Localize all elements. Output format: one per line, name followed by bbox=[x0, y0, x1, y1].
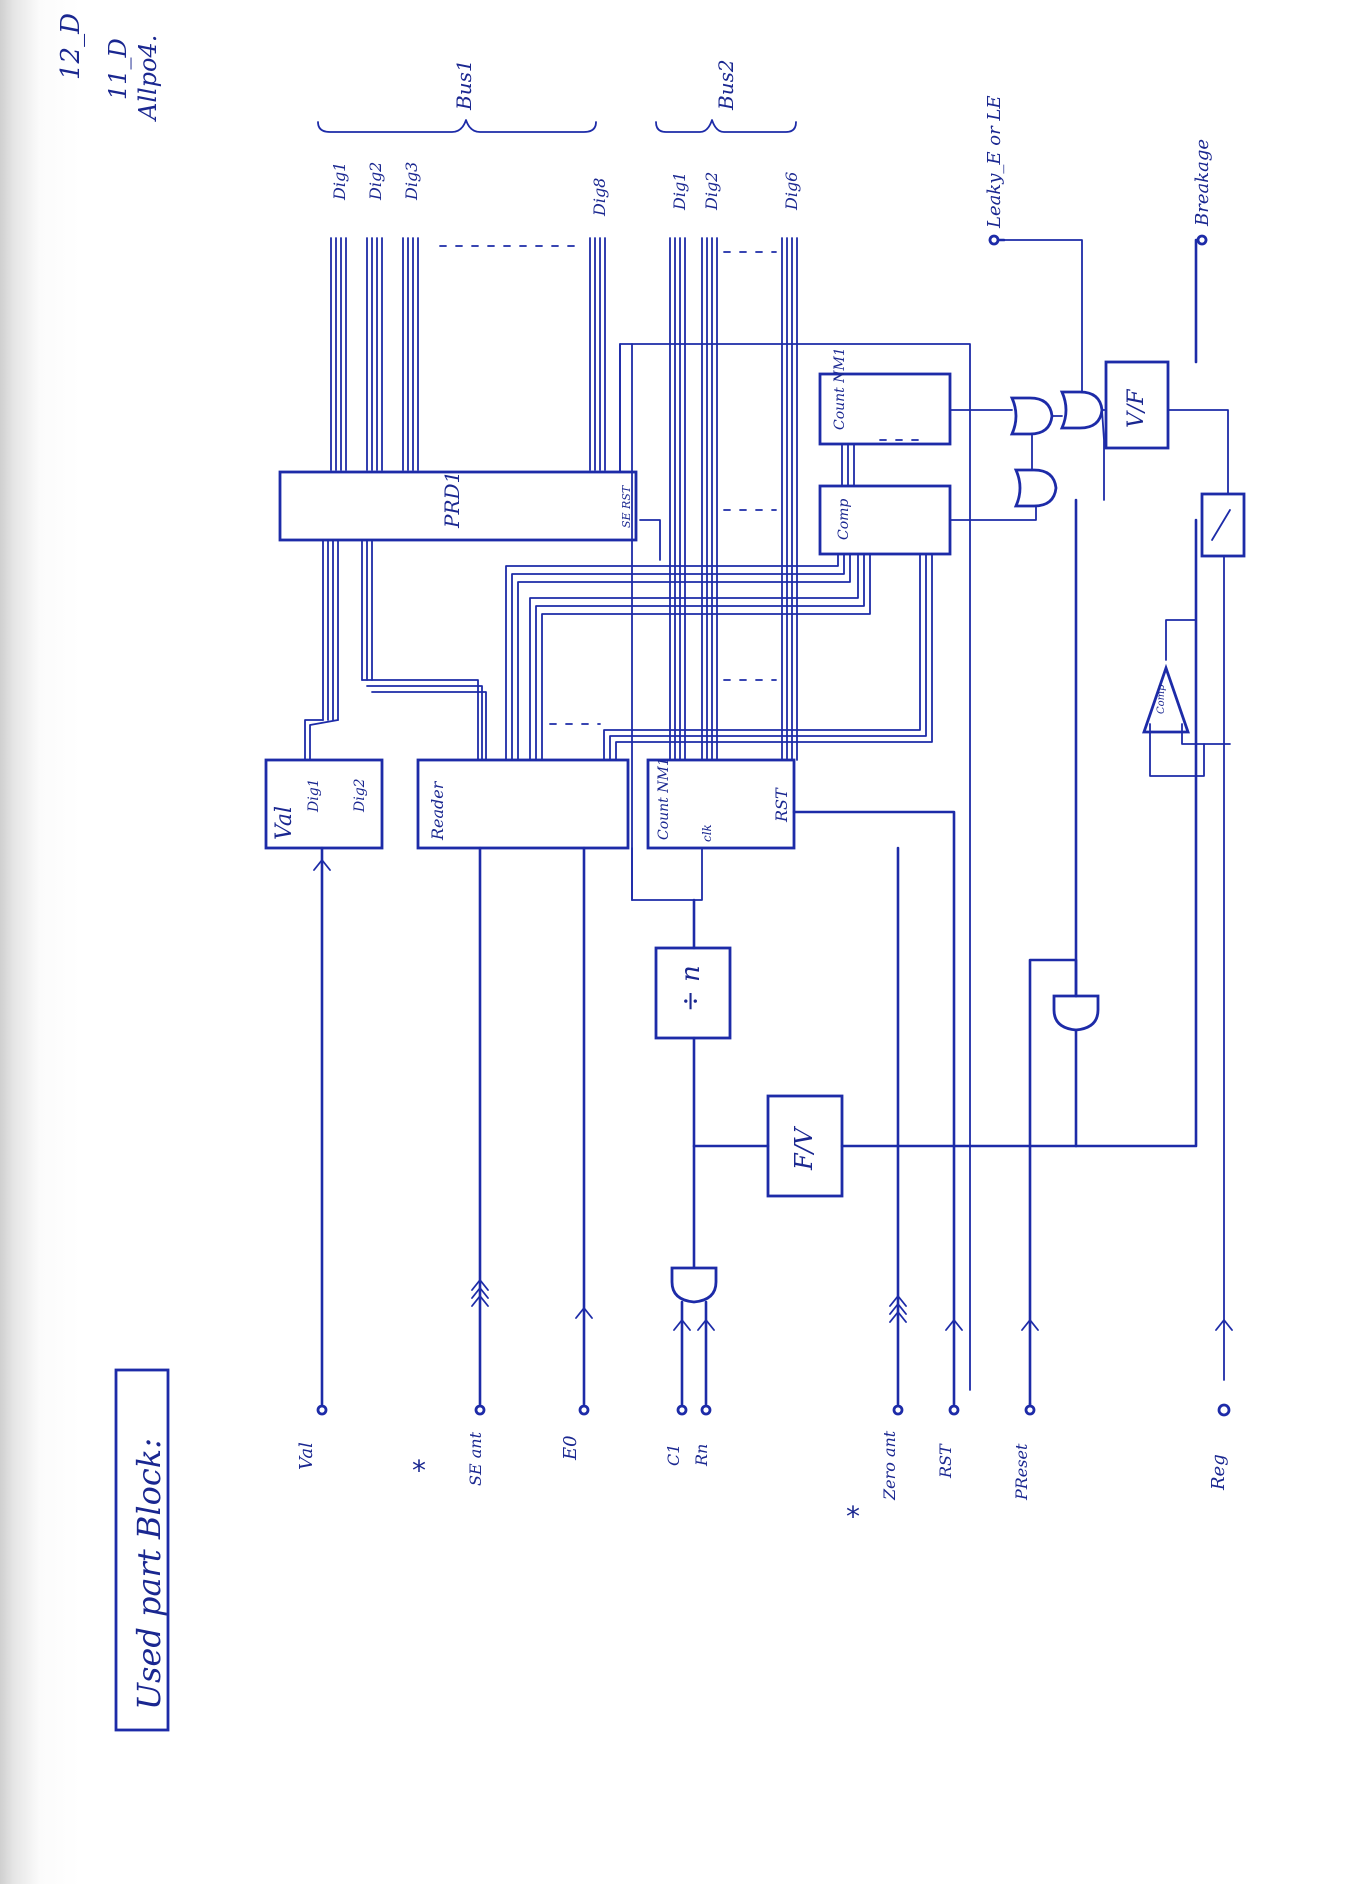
clk-wire bbox=[631, 847, 703, 901]
input-gate bbox=[670, 1266, 718, 1304]
input-terminals bbox=[316, 1403, 1231, 1417]
count2-block bbox=[818, 372, 952, 446]
prd-to-val-wires bbox=[304, 539, 487, 761]
fv-block bbox=[766, 1094, 844, 1198]
bus2-brace bbox=[655, 119, 797, 133]
switch-block bbox=[1200, 492, 1246, 558]
or-gate-1 bbox=[1013, 468, 1058, 508]
vf-block bbox=[1104, 360, 1170, 450]
comp-block bbox=[818, 484, 952, 556]
se-rst-wire bbox=[639, 519, 661, 561]
divider-block bbox=[654, 946, 732, 1040]
prd-block bbox=[278, 470, 638, 542]
bus1-lines bbox=[330, 237, 606, 471]
opamp-block bbox=[1142, 663, 1190, 734]
arrow-heads bbox=[313, 859, 1233, 1331]
val-block bbox=[264, 758, 384, 850]
bus2-lines bbox=[669, 237, 798, 761]
reader-comp-bundle bbox=[505, 553, 933, 761]
bus1-brace bbox=[317, 119, 597, 133]
preset-gate bbox=[1052, 994, 1100, 1032]
output-wires bbox=[988, 234, 1208, 246]
title-box bbox=[114, 1368, 170, 1732]
or-gate-3 bbox=[1059, 390, 1104, 430]
counter-block bbox=[646, 758, 796, 850]
or-gate-2 bbox=[1009, 396, 1054, 436]
reader-block bbox=[416, 758, 630, 850]
